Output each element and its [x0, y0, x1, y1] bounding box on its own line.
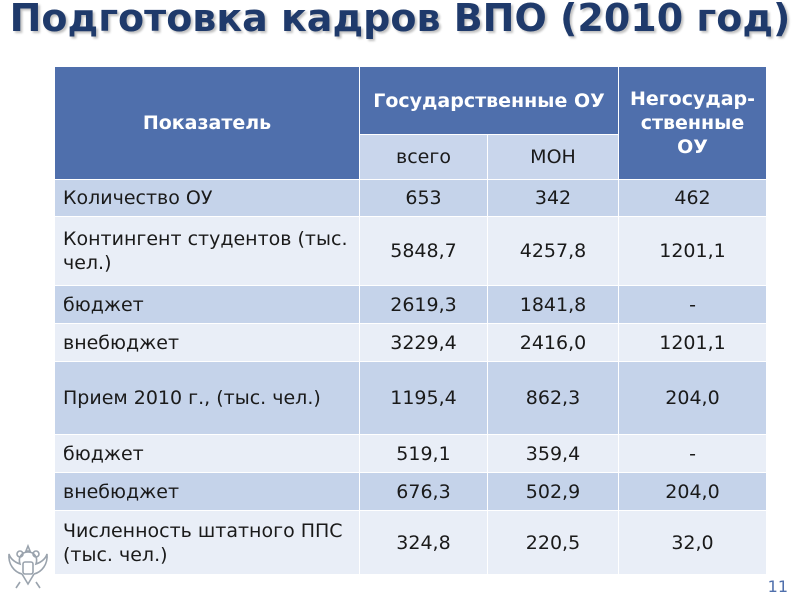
cell-nonstate: 1201,1: [618, 323, 767, 362]
cell-total: 676,3: [359, 472, 488, 511]
coat-of-arms-icon: [6, 542, 50, 590]
cell-total: 5848,7: [359, 216, 488, 286]
page-number: 11: [767, 577, 788, 596]
row-label: внебюджет: [54, 323, 360, 362]
row-label: внебюджет: [54, 472, 360, 511]
table-row: бюджет 519,1 359,4 -: [54, 434, 767, 473]
header-nonstate: Негосудар-ственные ОУ: [618, 66, 767, 180]
cell-total: 519,1: [359, 434, 488, 473]
cell-total: 653: [359, 179, 488, 217]
row-label: Численность штатного ППС (тыс. чел.): [54, 510, 360, 575]
cell-total: 2619,3: [359, 285, 488, 324]
header-mon: МОН: [487, 134, 619, 180]
header-indicator: Показатель: [54, 66, 360, 180]
cell-nonstate: 462: [618, 179, 767, 217]
cell-mon: 2416,0: [487, 323, 619, 362]
cell-nonstate: 204,0: [618, 361, 767, 435]
table-row: внебюджет 676,3 502,9 204,0: [54, 472, 767, 511]
cell-mon: 342: [487, 179, 619, 217]
row-label: Контингент студентов (тыс. чел.): [54, 216, 360, 286]
header-state: Государственные ОУ: [359, 66, 619, 135]
cell-mon: 502,9: [487, 472, 619, 511]
table-row: внебюджет 3229,4 2416,0 1201,1: [54, 323, 767, 362]
header-total: всего: [359, 134, 488, 180]
cell-nonstate: -: [618, 285, 767, 324]
cell-total: 1195,4: [359, 361, 488, 435]
table-row: бюджет 2619,3 1841,8 -: [54, 285, 767, 324]
cell-total: 324,8: [359, 510, 488, 575]
cell-nonstate: -: [618, 434, 767, 473]
cell-nonstate: 204,0: [618, 472, 767, 511]
cell-mon: 359,4: [487, 434, 619, 473]
cell-nonstate: 32,0: [618, 510, 767, 575]
cell-mon: 4257,8: [487, 216, 619, 286]
table-row: Количество ОУ 653 342 462: [54, 179, 767, 217]
row-label: бюджет: [54, 285, 360, 324]
row-label: Количество ОУ: [54, 179, 360, 217]
table-row: Контингент студентов (тыс. чел.) 5848,7 …: [54, 216, 767, 286]
row-label: бюджет: [54, 434, 360, 473]
data-table: Показатель Государственные ОУ Негосудар-…: [54, 66, 767, 575]
cell-mon: 220,5: [487, 510, 619, 575]
cell-mon: 1841,8: [487, 285, 619, 324]
table-row: Прием 2010 г., (тыс. чел.) 1195,4 862,3 …: [54, 361, 767, 435]
row-label: Прием 2010 г., (тыс. чел.): [54, 361, 360, 435]
cell-mon: 862,3: [487, 361, 619, 435]
cell-total: 3229,4: [359, 323, 488, 362]
table-row: Численность штатного ППС (тыс. чел.) 324…: [54, 510, 767, 575]
cell-nonstate: 1201,1: [618, 216, 767, 286]
page-title: Подготовка кадров ВПО (2010 год): [9, 0, 791, 40]
